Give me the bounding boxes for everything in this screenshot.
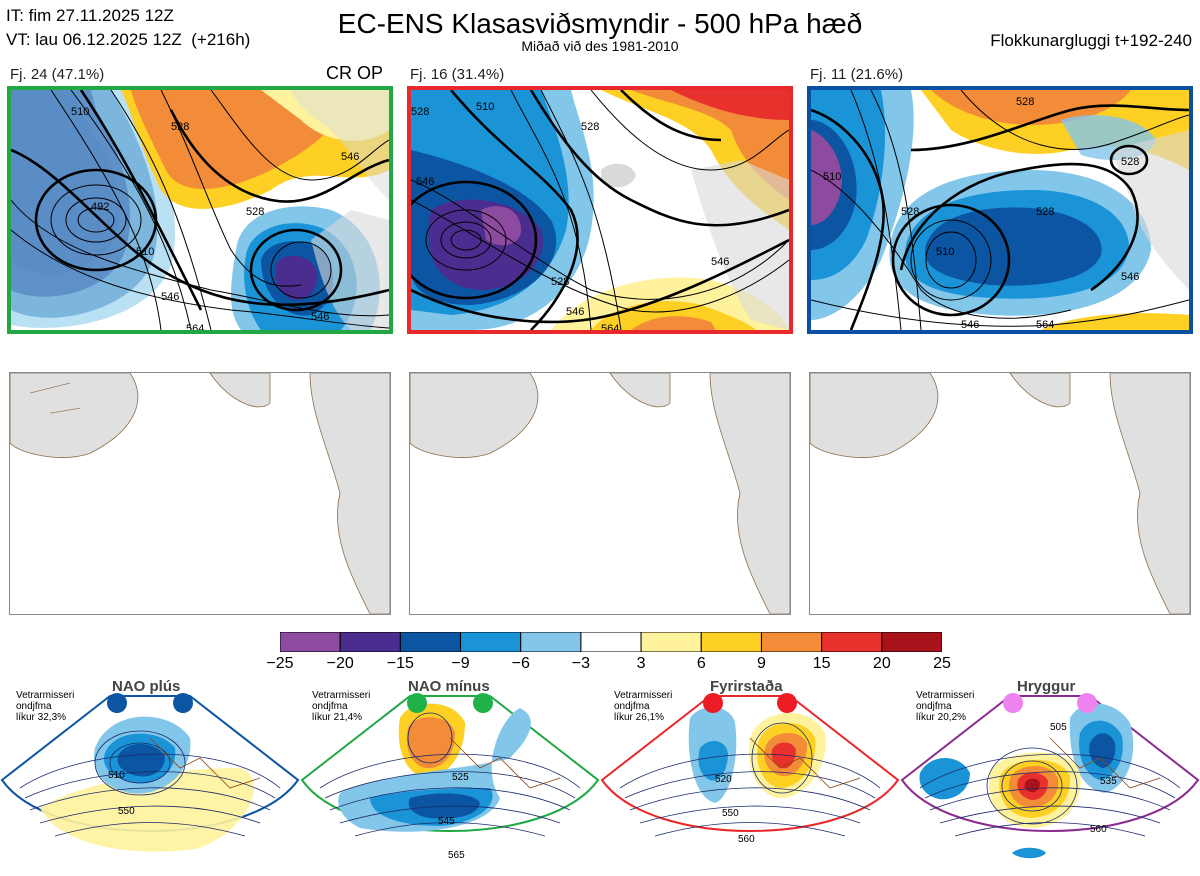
- colorbar-segment: [520, 631, 582, 653]
- colorbar-segment: [339, 631, 401, 653]
- contour-label: 564: [186, 323, 204, 330]
- colorbar-segment: [399, 631, 462, 653]
- contour-label: 546: [566, 306, 584, 318]
- init-time: IT: fim 27.11.2025 12Z: [6, 6, 174, 25]
- regime-stats: Vetrarmisseri ondjfma líkur 21,4%: [312, 690, 371, 723]
- colorbar-segment: [821, 631, 883, 653]
- regime-label: 510: [108, 770, 125, 781]
- regime-label: 560: [1090, 824, 1107, 835]
- valid-time: VT: lau 06.12.2025 12Z (+216h): [6, 30, 251, 49]
- regime-label: 525: [452, 772, 469, 783]
- page-subtitle: Miðað við des 1981-2010: [521, 38, 679, 54]
- cluster-2-lower-map: [409, 372, 791, 615]
- colorbar-tick-label: 25: [933, 655, 951, 672]
- contour-label: 528: [246, 206, 264, 218]
- regime-title: Fyrirstaða: [710, 678, 783, 695]
- cluster-2-label: Fj. 16 (31.4%): [410, 66, 505, 83]
- contour-label: 546: [711, 256, 729, 268]
- contour-label: 492: [91, 201, 109, 213]
- colorbar-tick-label: −25: [266, 655, 294, 672]
- colorbar-tick-label: 6: [696, 655, 706, 672]
- colorbar-tick-label: 3: [636, 655, 646, 672]
- colorbar-segment: [760, 631, 823, 653]
- regime-label: 505: [1050, 722, 1067, 733]
- cluster-window: Flokkunargluggi t+192-240: [990, 31, 1192, 50]
- contour-label: 564: [1036, 319, 1054, 330]
- colorbar-tick-label: −3: [571, 655, 591, 672]
- contour-label: 528: [171, 121, 189, 133]
- contour-label: 564: [601, 323, 619, 330]
- regime-title: Hryggur: [1017, 678, 1076, 695]
- regime-nao-minus: 525 545 565 NAO mínus Vetrarmisseri ondj…: [300, 678, 600, 871]
- colorbar-segment: [700, 631, 762, 653]
- contour-label: 528: [551, 276, 569, 288]
- cluster-1-lower-map: [9, 372, 391, 615]
- colorbar-tick-label: −15: [386, 655, 414, 672]
- contour-label: 510: [476, 101, 494, 113]
- regime-ridge: 505 535 560 Hryggur Vetrarmisseri ondjfm…: [900, 678, 1200, 871]
- contour-label: 546: [961, 319, 979, 330]
- contour-label: 546: [311, 311, 329, 323]
- contour-label: 528: [411, 106, 429, 118]
- regime-label: 520: [715, 774, 732, 785]
- colorbar-tick-label: −6: [511, 655, 530, 672]
- contour-label: 528: [1036, 206, 1054, 218]
- contour-label: 528: [901, 206, 919, 218]
- contour-label: 546: [416, 176, 434, 188]
- cluster-1-tag: CR OP: [326, 63, 384, 83]
- regime-stats: Vetrarmisseri ondjfma líkur 26,1%: [614, 690, 673, 723]
- regime-stats: Vetrarmisseri ondjfma líkur 20,2%: [916, 690, 975, 723]
- contour-label: 510: [71, 106, 89, 118]
- regime-title: NAO plús: [112, 678, 181, 695]
- colorbar-segment: [881, 631, 943, 653]
- regime-label: 550: [118, 806, 135, 817]
- regime-title: NAO mínus: [408, 678, 490, 695]
- cluster-1-label: Fj. 24 (47.1%): [10, 66, 105, 83]
- page-title: EC-ENS Klasasviðsmyndir - 500 hPa hæð: [337, 8, 863, 39]
- contour-label: 528: [1121, 156, 1139, 168]
- regime-label: 535: [1100, 776, 1117, 787]
- contour-label: 510: [136, 246, 154, 258]
- colorbar-segment: [580, 631, 642, 653]
- contour-label: 546: [1121, 271, 1139, 283]
- contour-label: 510: [823, 171, 841, 183]
- cluster-1-map: 510 528 546 492 528 510 546 546 564: [7, 86, 393, 334]
- regime-label: 550: [722, 808, 739, 819]
- colorbar-tick-label: −20: [326, 655, 354, 672]
- colorbar: [279, 631, 943, 653]
- contour-label: 528: [581, 121, 599, 133]
- contour-label: 528: [1016, 96, 1034, 108]
- regime-nao-plus: 510 550 NAO plús Vetrarmisseri ondjfma l…: [0, 678, 300, 871]
- colorbar-tick-label: 9: [757, 655, 766, 672]
- cluster-2-map: 510 528 528 546 528 546 546 564: [407, 86, 793, 334]
- regime-label: 565: [448, 850, 465, 861]
- cluster-3-label: Fj. 11 (21.6%): [810, 66, 904, 83]
- regime-blocking: 520 550 560 Fyrirstaða Vetrarmisseri ond…: [600, 678, 900, 871]
- contour-label: 510: [936, 246, 954, 258]
- regime-stats: Vetrarmisseri ondjfma líkur 32,3%: [16, 690, 75, 723]
- cluster-3-map: 528 528 510 528 528 510 546 546 564: [807, 86, 1193, 334]
- colorbar-tick-label: 20: [872, 655, 891, 672]
- cluster-3-lower-map: [809, 372, 1191, 615]
- colorbar-segment: [279, 631, 341, 653]
- colorbar-segment: [640, 631, 702, 653]
- regime-label: 560: [738, 834, 755, 845]
- colorbar-segment: [460, 631, 522, 653]
- contour-label: 546: [341, 151, 359, 163]
- contour-label: 546: [161, 291, 179, 303]
- colorbar-tick-label: −9: [451, 655, 470, 672]
- regime-label: 545: [438, 816, 455, 827]
- colorbar-tick-label: 15: [812, 655, 831, 672]
